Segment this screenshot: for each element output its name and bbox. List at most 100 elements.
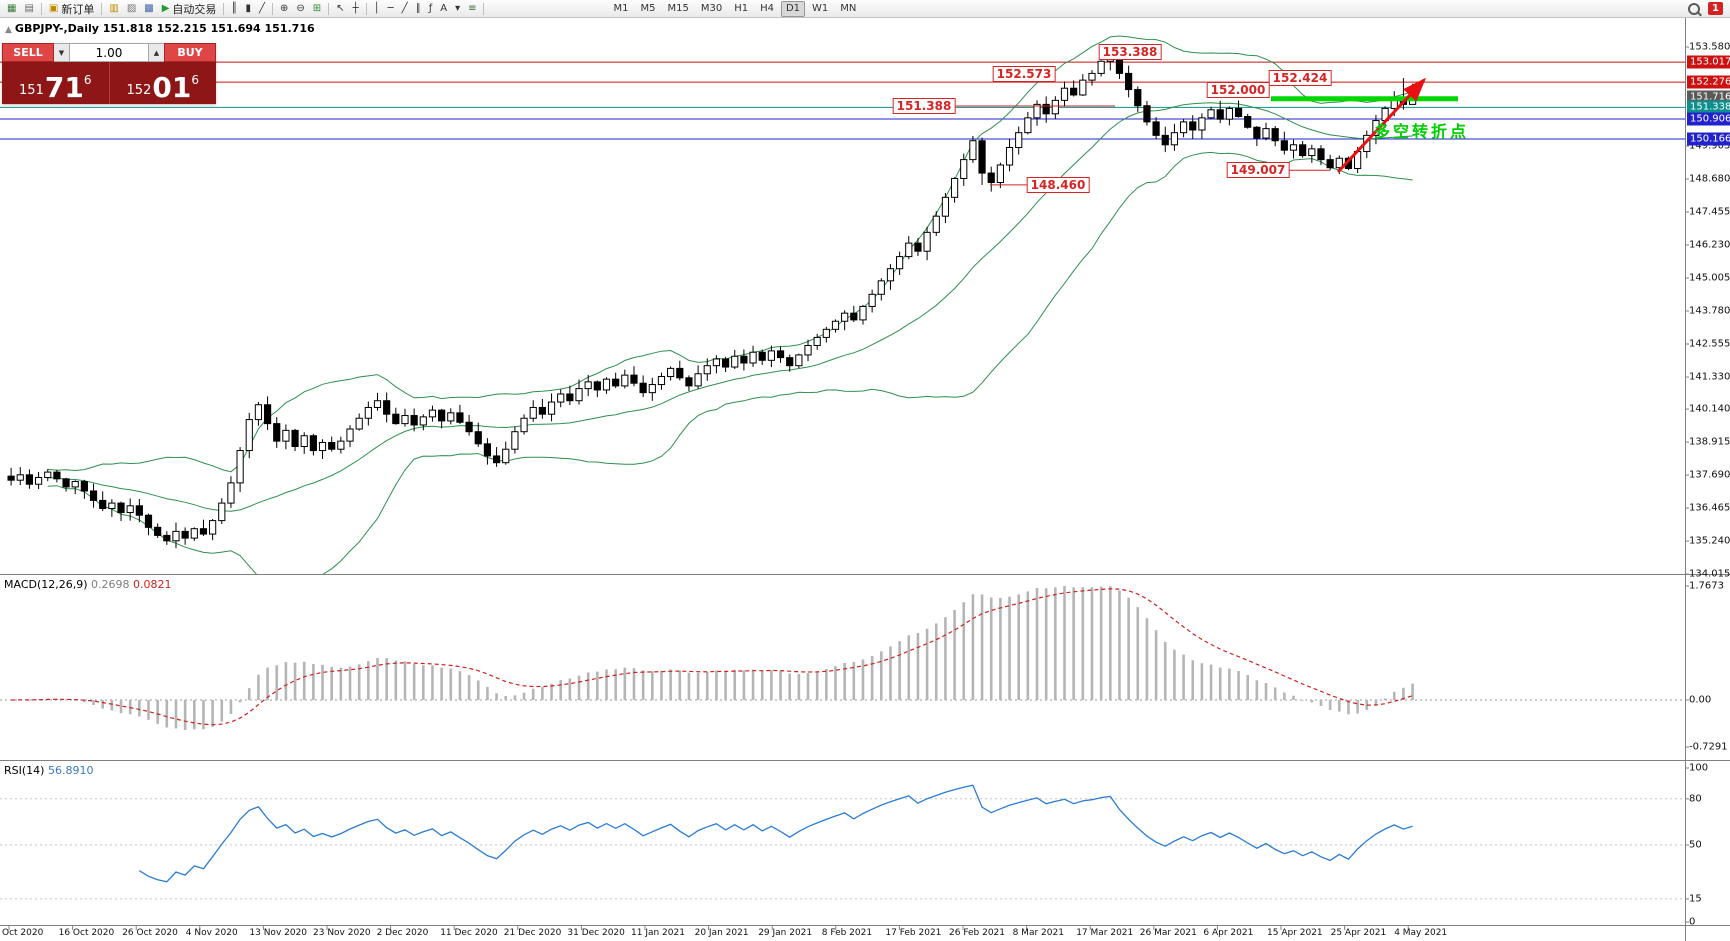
rsi-label: RSI(14) 56.8910 [4, 764, 93, 777]
toolbar-right: 1 [1688, 2, 1727, 15]
x-axis-label: 4 May 2021 [1394, 928, 1448, 938]
timeframe-h1[interactable]: H1 [734, 2, 749, 14]
price-badge: 152.276 [1687, 75, 1730, 89]
new-chart-button[interactable]: ▦ [3, 0, 20, 17]
macd-value: 0.2698 [91, 578, 130, 591]
x-axis-label: 16 Oct 2020 [58, 928, 115, 938]
timeframe-m30[interactable]: M30 [700, 2, 723, 14]
x-axis-label: Oct 2020 [2, 928, 44, 938]
sell-button[interactable]: SELL [2, 43, 54, 62]
terminal-button[interactable]: ▩ [140, 0, 157, 17]
x-axis-label: 26 Mar 2021 [1139, 928, 1197, 938]
bid-price[interactable]: 151 71 6 [2, 62, 110, 104]
profiles-button[interactable]: ▤ [20, 0, 37, 17]
timeframe-m1[interactable]: M1 [613, 2, 629, 14]
autotrading-label: 自动交易 [172, 2, 217, 16]
tile-windows-icon: ⊞ [312, 2, 322, 14]
data-window-button[interactable]: ▨ [123, 0, 140, 17]
chart-line-button[interactable]: ╱ [255, 0, 269, 17]
timeframe-m5[interactable]: M5 [640, 2, 656, 14]
toolbar: ▦ ▤ ▣ 新订单 ▥ ▨ ▩ ▶ 自动交易 ║ ▮ ╱ ⊕ ⊖ ⊞ ↖ ┼ │ ─ ╱ ∥ ƒ A ▾ ≡ M1 M5 M15 M3… [0, 0, 1730, 18]
data-window-icon: ▨ [126, 2, 137, 14]
y-axis-label: 142.555 [1689, 338, 1730, 350]
chart-candles-button[interactable]: ▮ [241, 0, 255, 17]
timeframe-m15[interactable]: M15 [667, 2, 689, 14]
x-axis-label: 11 Jan 2021 [631, 928, 685, 938]
fibonacci-icon: ƒ [428, 2, 433, 14]
chart-bars-button[interactable]: ║ [227, 0, 241, 17]
y-axis-label: 145.005 [1689, 272, 1730, 284]
crosshair-icon: ┼ [352, 2, 359, 14]
tile-windows-button[interactable]: ⊞ [309, 0, 325, 17]
rsi-line [138, 784, 1413, 883]
x-axis-label: 11 Dec 2020 [440, 928, 498, 938]
volume-decrease-button[interactable]: ▼ [54, 43, 69, 62]
zoom-in-button[interactable]: ⊕ [276, 0, 292, 17]
x-axis-label: 8 Feb 2021 [821, 928, 873, 938]
price-callout: 151.388 [892, 98, 956, 115]
y-axis-label: 148.680 [1689, 173, 1730, 185]
x-axis-label: 26 Feb 2021 [949, 928, 1006, 938]
buy-button[interactable]: BUY [164, 43, 216, 62]
rsi-axis-label: 0 [1689, 916, 1696, 928]
toolbar-separator [483, 2, 485, 15]
crosshair-button[interactable]: ┼ [349, 0, 363, 17]
vertical-line-icon: │ [373, 2, 380, 14]
x-axis-label: 8 Mar 2021 [1012, 928, 1064, 938]
y-axis-label: 153.580 [1689, 41, 1730, 53]
y-axis-label: 137.690 [1689, 469, 1730, 481]
x-axis-label: 26 Oct 2020 [122, 928, 178, 938]
y-axis-label: 147.455 [1689, 206, 1730, 218]
y-axis-label: 135.240 [1689, 535, 1730, 547]
horizontal-line-button[interactable]: ─ [384, 0, 398, 17]
price-callout: 152.424 [1268, 70, 1332, 87]
market-watch-icon: ▥ [109, 2, 119, 14]
timeframe-h4[interactable]: H4 [760, 2, 774, 14]
y-axis-label: 134.015 [1689, 568, 1730, 580]
collapse-trade-panel-icon[interactable]: ▲ [5, 25, 12, 35]
toolbar-buttons: ▦ ▤ ▣ 新订单 ▥ ▨ ▩ ▶ 自动交易 ║ ▮ ╱ ⊕ ⊖ ⊞ ↖ ┼ │ ─ ╱ ∥ ƒ A ▾ ≡ [3, 0, 487, 17]
arrows-tool-button[interactable]: ▾ [451, 0, 464, 17]
price-badge: 150.906 [1687, 112, 1730, 126]
channel-icon: ∥ [415, 2, 421, 14]
rsi-axis-label: 50 [1689, 839, 1702, 851]
ask-pip-digit: 6 [191, 73, 199, 87]
rsi-axis-label: 15 [1689, 893, 1702, 905]
rsi-axis-label: 80 [1689, 793, 1702, 805]
indicators-icon: ≡ [468, 2, 477, 14]
notification-badge[interactable]: 1 [1708, 2, 1723, 15]
market-watch-button[interactable]: ▥ [105, 0, 122, 17]
rsi-axis-label: 100 [1689, 762, 1709, 774]
main-chart-layer [0, 35, 1685, 574]
timeframe-w1[interactable]: W1 [812, 2, 829, 14]
text-button[interactable]: A [436, 0, 451, 17]
x-axis-label: 29 Jan 2021 [758, 928, 813, 938]
zoom-in-icon: ⊕ [280, 2, 289, 14]
search-icon[interactable] [1688, 2, 1701, 15]
ask-price[interactable]: 152 01 6 [109, 62, 216, 104]
cursor-button[interactable]: ↖ [332, 0, 348, 17]
bollinger-upper [47, 35, 1413, 473]
volume-increase-button[interactable]: ▲ [149, 43, 164, 62]
vertical-line-button[interactable]: │ [370, 0, 384, 17]
timeframe-d1[interactable]: D1 [780, 0, 806, 17]
price-callout: 149.007 [1226, 162, 1290, 179]
price-badge: 153.017 [1687, 55, 1730, 69]
trendline-button[interactable]: ╱ [398, 0, 412, 17]
timeframe-mn[interactable]: MN [840, 2, 857, 14]
zoom-out-button[interactable]: ⊖ [292, 0, 308, 17]
macd-axis-label: -0.7291 [1689, 741, 1728, 753]
indicators-button[interactable]: ≡ [464, 0, 480, 17]
x-axis-label: 23 Nov 2020 [313, 928, 371, 938]
autotrading-button[interactable]: ▶ 自动交易 [158, 0, 221, 17]
volume-input[interactable]: 1.00 [69, 43, 149, 62]
autotrading-icon: ▶ [161, 2, 170, 14]
new-order-button[interactable]: ▣ 新订单 [45, 0, 98, 17]
channel-button[interactable]: ∥ [412, 0, 425, 17]
fibonacci-button[interactable]: ƒ [425, 0, 437, 17]
chart-bars-icon: ║ [231, 2, 238, 14]
bid-prefix: 151 [19, 83, 44, 98]
x-axis-label: 15 Apr 2021 [1267, 928, 1323, 938]
x-axis-label: 25 Apr 2021 [1330, 928, 1387, 938]
